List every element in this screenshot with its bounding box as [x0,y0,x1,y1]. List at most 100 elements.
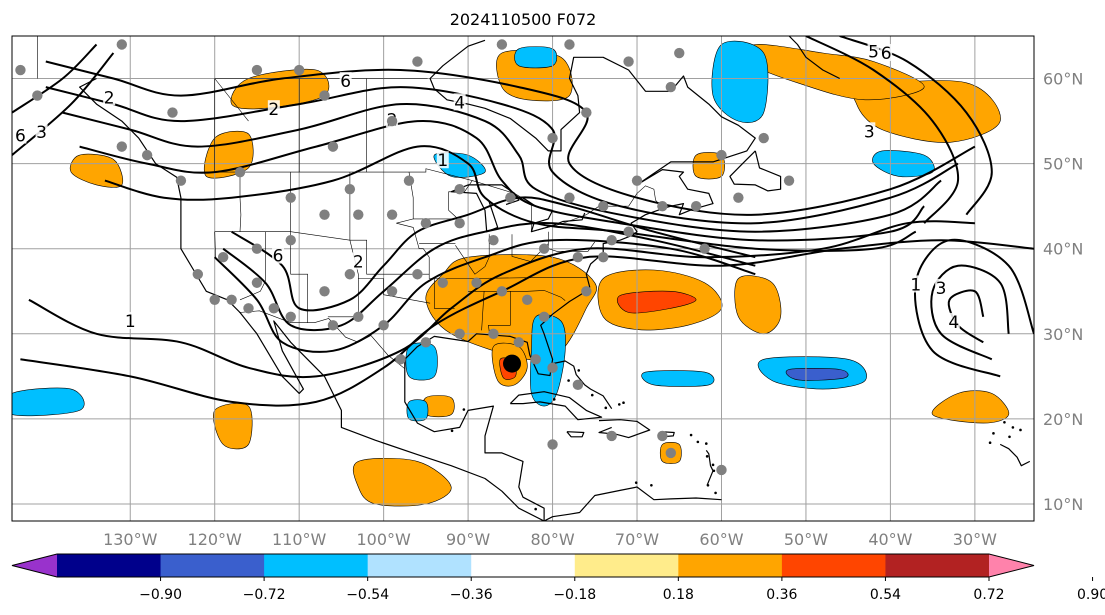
contour-line-4 [79,119,925,242]
station-marker [513,337,524,348]
contour-label-bg [272,246,285,264]
small-island [534,507,537,511]
station-marker [547,362,558,374]
station-marker [496,286,508,297]
station-marker [395,354,406,365]
contour-label: 5 [868,42,879,62]
small-island [696,440,700,444]
contour-label-bg [863,122,876,140]
station-marker [547,439,558,450]
storm-center-layer [503,354,522,373]
contour-label-bg [436,151,449,169]
colorbar-tick-label: −0.54 [346,587,389,603]
station-marker [327,141,339,152]
contour-label-bg [867,42,880,60]
contour-label-bg [267,100,280,118]
small-island [622,401,625,405]
border-line [434,278,455,309]
contour-line-8 [213,238,756,353]
station-marker [403,175,415,186]
station-marker [657,430,668,442]
station-marker [657,200,668,212]
anomaly-region-28 [405,342,438,381]
station-marker [454,328,465,340]
contour-line-12 [930,264,1010,361]
colorbar-high-extend [989,554,1034,577]
station-marker [623,226,634,237]
colorbar-tick-label: −0.36 [450,587,493,603]
colorbar-tick-label: 0.72 [973,587,1004,603]
border-line [481,291,485,331]
station-marker [488,235,499,246]
small-island [552,398,556,401]
station-marker [488,328,499,340]
contour-label-bg [339,72,352,90]
contour-label-bg [453,93,466,111]
station-marker [538,243,550,254]
colorbar-tick-label: 0.54 [870,587,901,603]
border-line [511,234,549,262]
station-marker [547,132,558,144]
station-marker [420,337,432,348]
lat-tick-label: 60°N [1043,70,1083,89]
contour-label: 1 [125,312,136,332]
lat-tick-label: 50°N [1043,155,1083,174]
small-island [1011,426,1015,429]
small-island [689,433,693,437]
border-line [468,290,566,301]
contour-label: 1 [437,151,448,171]
small-island [1003,420,1006,424]
station-marker [319,286,330,297]
station-marker [251,243,263,254]
station-marker [116,141,128,152]
station-marker [217,252,229,263]
station-marker [116,39,128,50]
station-marker [505,192,516,203]
lon-tick-label: 40°W [868,530,912,549]
station-marker [327,320,339,331]
anomaly-region-25 [785,368,849,381]
contour-line-3 [62,103,942,233]
station-marker [285,311,296,322]
station-marker [251,277,263,288]
station-marker [378,320,389,331]
station-marker [319,209,330,220]
station-marker [412,269,423,280]
small-island [462,408,466,411]
colorbar-tick-label: −0.72 [243,587,286,603]
colorbar-tick-label: −0.90 [139,587,182,603]
small-island [714,491,717,495]
small-island [712,469,716,473]
colorbar-low-extend [12,554,57,577]
lon-tick-label: 60°W [699,530,743,549]
small-island [650,483,653,487]
colorbar-segment [57,554,162,577]
station-marker [598,252,609,263]
anomaly-region-26 [641,370,715,387]
contour-line-14 [12,43,98,114]
colorbar-segment [367,554,472,577]
small-island [1008,435,1011,439]
contour-label-bg [35,123,48,141]
border-line [448,180,473,220]
lat-tick-label: 30°N [1043,325,1083,344]
contour-line-13 [947,289,985,344]
station-marker [758,132,769,144]
contour-label: 3 [36,123,47,143]
station-marker [606,430,617,442]
colorbar-tick-label: −0.18 [553,587,596,603]
contour-label-bg [14,126,27,144]
station-marker [674,47,685,59]
colorbar-segment [471,554,576,577]
small-island [705,455,709,458]
station-marker [243,303,254,314]
station-marker [420,217,432,229]
small-island [590,393,594,397]
station-marker [454,217,465,229]
station-marker [598,200,609,212]
contour-label: 4 [454,93,465,113]
colorbar-segment [781,554,886,577]
small-island [706,483,710,487]
station-marker [319,90,330,101]
coastline [552,360,613,410]
